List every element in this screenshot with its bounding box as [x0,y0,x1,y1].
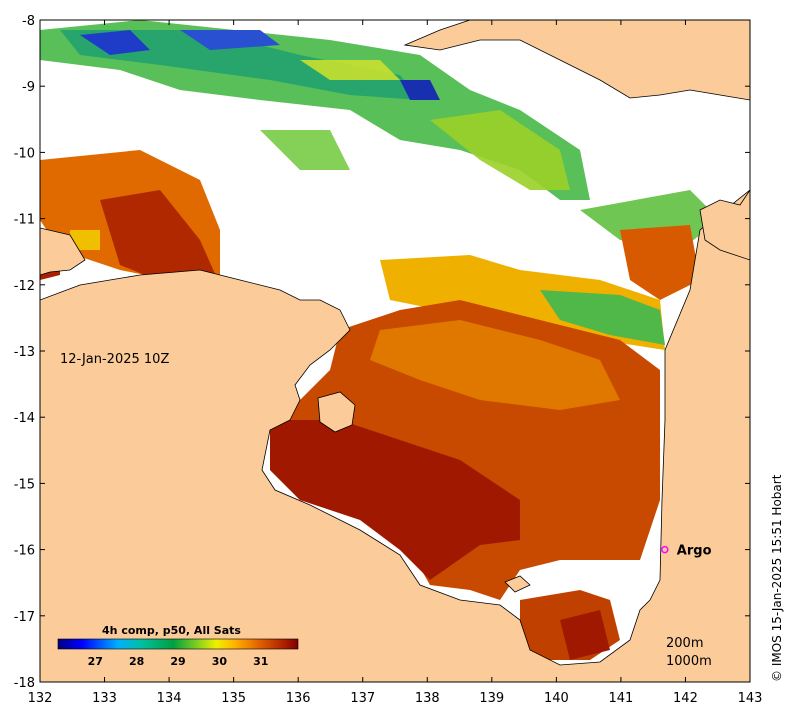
credit-text: © IMOS 15-Jan-2025 15:51 Hobart [770,474,784,682]
lon-tick-label: 134 [157,691,182,706]
lat-tick-label: -11 [14,213,35,228]
sst-central-band [380,225,700,350]
lat-tick-label: -18 [14,676,35,691]
land-cape-york [699,189,750,261]
lat-tick-label: -17 [14,610,35,625]
colorbar-tick-label: 29 [170,655,185,668]
lon-tick-label: 137 [350,691,375,706]
lat-tick-label: -12 [14,279,35,294]
land-new-guinea [403,20,750,101]
sst-gulf [270,300,660,660]
sst-north-band [40,20,720,250]
lon-tick-label: 139 [479,691,504,706]
colorbar-gradient [57,638,299,650]
land-west-island [40,227,86,276]
colorbar-tick-label: 30 [212,655,228,668]
colorbar-tick-label: 27 [88,655,103,668]
lat-tick-label: -8 [22,14,35,29]
lon-tick-label: 141 [608,691,633,706]
lat-tick-label: -9 [22,80,35,95]
colorbar: 4h comp, p50, All Sats 27 28 29 30 31 [57,624,299,668]
axis-ticks: 132 133 134 135 136 137 138 139 140 141 142 143 -8 -9… [14,14,763,706]
lat-tick-label: -16 [14,544,35,559]
lon-tick-label: 135 [221,691,246,706]
colorbar-title: 4h comp, p50, All Sats [102,624,241,637]
date-label: 12-Jan-2025 10Z [60,352,169,367]
argo-label: Argo [677,544,712,559]
depth-label-200m: 200m [666,636,703,651]
lon-tick-label: 138 [415,691,440,706]
land-northern-territory [40,189,750,682]
argo-marker-icon [661,545,669,554]
colorbar-tick-label: 31 [253,655,268,668]
lon-tick-label: 132 [28,691,53,706]
colorbar-tick-label: 28 [129,655,144,668]
land-groote-eylandt [317,391,356,433]
land-mornington-island [504,575,531,593]
lat-tick-label: -14 [14,411,35,426]
lat-tick-label: -13 [14,345,35,360]
lat-tick-label: -10 [14,146,35,161]
lon-tick-label: 136 [286,691,311,706]
lon-tick-label: 140 [544,691,569,706]
lon-tick-label: 142 [673,691,698,706]
argo-marker: Argo [661,544,712,559]
depth-label-1000m: 1000m [666,654,712,669]
lon-tick-label: 143 [738,691,763,706]
lon-tick-label: 133 [92,691,117,706]
lat-tick-label: -15 [14,477,35,492]
